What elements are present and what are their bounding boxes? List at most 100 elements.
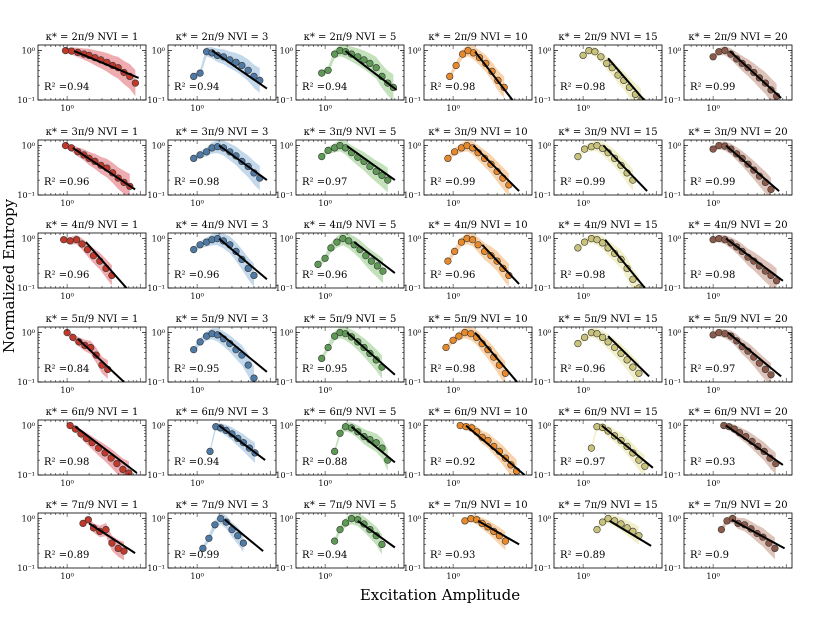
data-point	[603, 59, 611, 68]
y-tick-label: 10⁻¹	[533, 471, 551, 480]
x-tick-label: 10⁰	[60, 199, 73, 208]
panel-plot-area	[79, 516, 136, 561]
data-point	[84, 516, 92, 524]
panel-title: κ* = 6π/9 NVI = 5	[304, 407, 397, 418]
panel: 10⁰ 10⁻¹ 10⁰ κ* = 7π/9 NVI = 20 R² =0.9	[663, 500, 793, 581]
data-point	[444, 257, 452, 265]
r-squared-label: R² =0.99	[560, 177, 605, 188]
y-tick-label: 10⁻¹	[403, 96, 421, 105]
data-point	[217, 514, 225, 523]
panel: 10⁰ 10⁻¹ 10⁰ κ* = 5π/9 NVI = 5 R² =0.95	[275, 314, 405, 395]
data-point	[444, 154, 452, 162]
data-point	[574, 244, 582, 252]
y-tick-label: 10⁰	[538, 142, 551, 151]
panel: 10⁰ 10⁻¹ 10⁰ κ* = 4π/9 NVI = 20 R² =0.98	[663, 220, 793, 301]
fit-line	[74, 425, 138, 474]
panel-title: κ* = 2π/9 NVI = 15	[558, 32, 657, 43]
y-tick-label: 10⁰	[668, 329, 681, 338]
panel-title: κ* = 5π/9 NVI = 20	[688, 314, 787, 325]
panel-frame	[683, 419, 793, 476]
fit-line	[725, 424, 784, 466]
data-point	[66, 422, 74, 430]
data-point	[131, 79, 139, 87]
data-point	[190, 72, 198, 80]
data-point	[205, 534, 213, 542]
r-squared-label: R² =0.95	[302, 364, 347, 375]
panel: 10⁰ 10⁻¹ 10⁰ κ* = 4π/9 NVI = 5 R² =0.96	[275, 220, 405, 301]
r-squared-label: R² =0.97	[690, 364, 735, 375]
panel-plot-area	[709, 235, 784, 288]
fit-line	[477, 520, 520, 546]
fit-line	[85, 241, 128, 288]
panel-plot-area	[318, 327, 396, 379]
x-tick-label: 10⁰	[318, 386, 331, 395]
data-point	[721, 330, 729, 338]
r-squared-label: R² =0.89	[560, 550, 605, 561]
r-squared-label: R² =0.97	[560, 457, 605, 468]
confidence-band	[321, 45, 394, 100]
data-point	[467, 330, 475, 338]
y-tick-label: 10⁻¹	[533, 191, 551, 200]
data-point	[604, 514, 612, 523]
y-tick-label: 10⁰	[668, 422, 681, 431]
fit-line	[725, 144, 780, 192]
panel-frame	[683, 326, 793, 383]
panel-frame	[167, 44, 277, 101]
panel: 10⁰ 10⁻¹ 10⁰ κ* = 3π/9 NVI = 10 R² =0.99	[403, 127, 533, 208]
data-point	[341, 423, 350, 431]
panel-plot-area	[593, 514, 652, 547]
fit-line	[211, 49, 268, 90]
panel: 10⁰ 10⁻¹ 10⁰ κ* = 6π/9 NVI = 1 R² =0.98	[17, 407, 147, 488]
panel-frame	[295, 44, 405, 101]
confidence-band	[591, 422, 645, 475]
y-tick-label: 10⁰	[408, 47, 421, 56]
data-point	[469, 236, 477, 244]
y-tick-label: 10⁻¹	[533, 378, 551, 387]
data-point	[196, 151, 204, 159]
x-tick-label: 10⁰	[446, 292, 459, 301]
fit-line	[472, 144, 520, 192]
y-tick-label: 10⁰	[408, 329, 421, 338]
panel-title: κ* = 7π/9 NVI = 3	[176, 500, 269, 511]
data-point	[456, 422, 464, 430]
r-squared-label: R² =0.99	[174, 550, 219, 561]
x-tick-label: 10⁰	[60, 292, 73, 301]
panel-title: κ* = 7π/9 NVI = 5	[304, 500, 397, 511]
panel-plot-area	[717, 514, 786, 560]
data-point	[196, 69, 204, 77]
r-squared-label: R² =0.96	[44, 177, 89, 188]
data-point	[372, 167, 380, 175]
panel-title: κ* = 6π/9 NVI = 15	[558, 407, 657, 418]
panel-title: κ* = 3π/9 NVI = 15	[558, 127, 657, 138]
y-tick-label: 10⁻¹	[533, 96, 551, 105]
confidence-band	[334, 422, 388, 471]
fit-line	[73, 50, 139, 79]
fit-line	[346, 331, 396, 376]
r-squared-label: R² =0.96	[302, 270, 347, 281]
data-point	[604, 338, 612, 346]
data-point	[461, 517, 469, 525]
y-tick-label: 10⁰	[280, 422, 293, 431]
panel: 10⁰ 10⁻¹ 10⁰ κ* = 3π/9 NVI = 1 R² =0.96	[17, 127, 147, 208]
data-point	[635, 284, 643, 288]
fit-line	[608, 520, 652, 547]
fit-line	[218, 144, 268, 181]
y-tick-label: 10⁰	[152, 47, 165, 56]
fit-line	[465, 424, 526, 475]
r-squared-label: R² =0.98	[430, 82, 475, 93]
fit-line	[727, 331, 782, 378]
data-point	[119, 465, 127, 474]
panel-frame	[423, 512, 533, 569]
data-point	[580, 238, 589, 246]
x-axis-label: Excitation Amplitude	[360, 586, 520, 604]
panel: 10⁰ 10⁻¹ 10⁰ κ* = 7π/9 NVI = 5 R² =0.94	[275, 500, 405, 581]
panel-plot-area	[61, 46, 139, 97]
y-tick-label: 10⁻¹	[17, 471, 35, 480]
r-squared-label: R² =0.96	[430, 270, 475, 281]
y-tick-label: 10⁰	[538, 47, 551, 56]
data-point	[721, 142, 729, 150]
data-point	[449, 336, 457, 344]
y-tick-label: 10⁻¹	[533, 564, 551, 573]
panel-plot-area	[331, 422, 396, 471]
x-tick-label: 10⁰	[446, 572, 459, 581]
